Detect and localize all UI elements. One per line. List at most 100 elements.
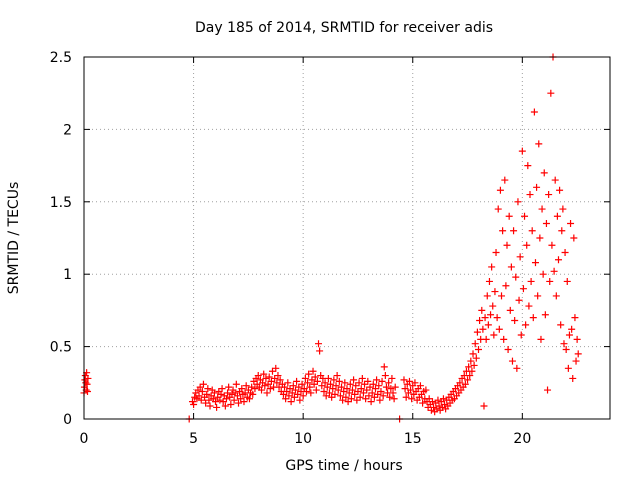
data-point (265, 373, 273, 381)
data-point (531, 259, 539, 267)
data-point (501, 176, 509, 184)
data-point (465, 363, 473, 371)
data-point (400, 376, 408, 384)
data-point (266, 385, 274, 393)
data-point (505, 212, 513, 220)
y-tick-label: 0.5 (50, 340, 72, 356)
data-point (238, 385, 246, 393)
data-point (480, 402, 488, 410)
data-point (309, 367, 317, 375)
data-point (293, 377, 301, 385)
data-point (262, 374, 270, 382)
data-point (355, 379, 363, 387)
data-point (495, 325, 503, 333)
data-point (478, 306, 486, 314)
data-point (217, 390, 225, 398)
data-point (218, 385, 226, 393)
data-point (500, 335, 508, 343)
data-point (221, 402, 229, 410)
data-point (333, 372, 341, 380)
data-point (388, 374, 396, 382)
data-point (83, 380, 91, 388)
data-point (216, 396, 224, 404)
data-point (498, 292, 506, 300)
data-point (528, 227, 536, 235)
y-tick-label: 2 (63, 122, 72, 138)
y-tick-label: 1 (63, 267, 72, 283)
data-point (276, 376, 284, 384)
data-point (541, 311, 549, 319)
x-tick-label: 10 (294, 431, 312, 447)
data-point (572, 357, 580, 365)
data-point (320, 387, 328, 395)
data-point (434, 396, 442, 404)
data-point (563, 277, 571, 285)
data-point (525, 302, 533, 310)
data-point (84, 374, 92, 382)
data-point (228, 390, 236, 398)
data-point (261, 382, 269, 390)
data-point (350, 376, 358, 384)
data-point (534, 292, 542, 300)
data-point (562, 345, 570, 353)
data-point (281, 383, 289, 391)
data-point (503, 241, 511, 249)
data-point (242, 382, 250, 390)
data-point (204, 385, 212, 393)
data-point (258, 386, 266, 394)
data-point (284, 379, 292, 387)
data-point (380, 363, 388, 371)
data-point (545, 191, 553, 199)
data-point (573, 335, 581, 343)
data-point (312, 386, 320, 394)
data-point (482, 335, 490, 343)
data-point (536, 234, 544, 242)
data-point (464, 376, 472, 384)
data-point (516, 253, 524, 261)
data-point (461, 380, 469, 388)
data-point (514, 198, 522, 206)
data-point (386, 393, 394, 401)
data-point (296, 396, 304, 404)
data-point (305, 370, 313, 378)
data-point (382, 383, 390, 391)
data-point (263, 389, 271, 397)
data-point (212, 398, 219, 406)
data-point (558, 227, 566, 235)
data-point (313, 377, 321, 385)
data-point (468, 367, 476, 375)
data-point (479, 325, 487, 333)
data-point (523, 241, 531, 249)
data-point (198, 387, 206, 395)
data-point (210, 389, 218, 397)
x-tick-label: 20 (513, 431, 531, 447)
data-point (491, 288, 499, 296)
data-point (274, 372, 282, 380)
data-point (540, 169, 548, 177)
data-point (405, 377, 413, 385)
data-point (419, 399, 427, 407)
data-point (529, 314, 537, 322)
data-point (254, 372, 262, 380)
chart-title: Day 185 of 2014, SRMTID for receiver adi… (195, 20, 493, 36)
data-point (567, 220, 575, 228)
data-point (554, 256, 562, 264)
data-point (548, 241, 556, 249)
data-point (301, 374, 309, 382)
data-point (544, 386, 552, 394)
data-point (287, 398, 295, 406)
data-point (84, 387, 92, 395)
data-point (494, 205, 502, 213)
data-point (367, 398, 375, 406)
data-point (508, 357, 516, 365)
data-point (324, 374, 332, 382)
data-point (513, 364, 521, 372)
data-point (466, 372, 474, 380)
data-point (483, 292, 491, 300)
data-point (422, 386, 430, 394)
data-point (517, 331, 525, 339)
data-point (430, 403, 438, 411)
data-point (502, 282, 510, 290)
data-point (195, 392, 203, 400)
data-point (561, 248, 569, 256)
